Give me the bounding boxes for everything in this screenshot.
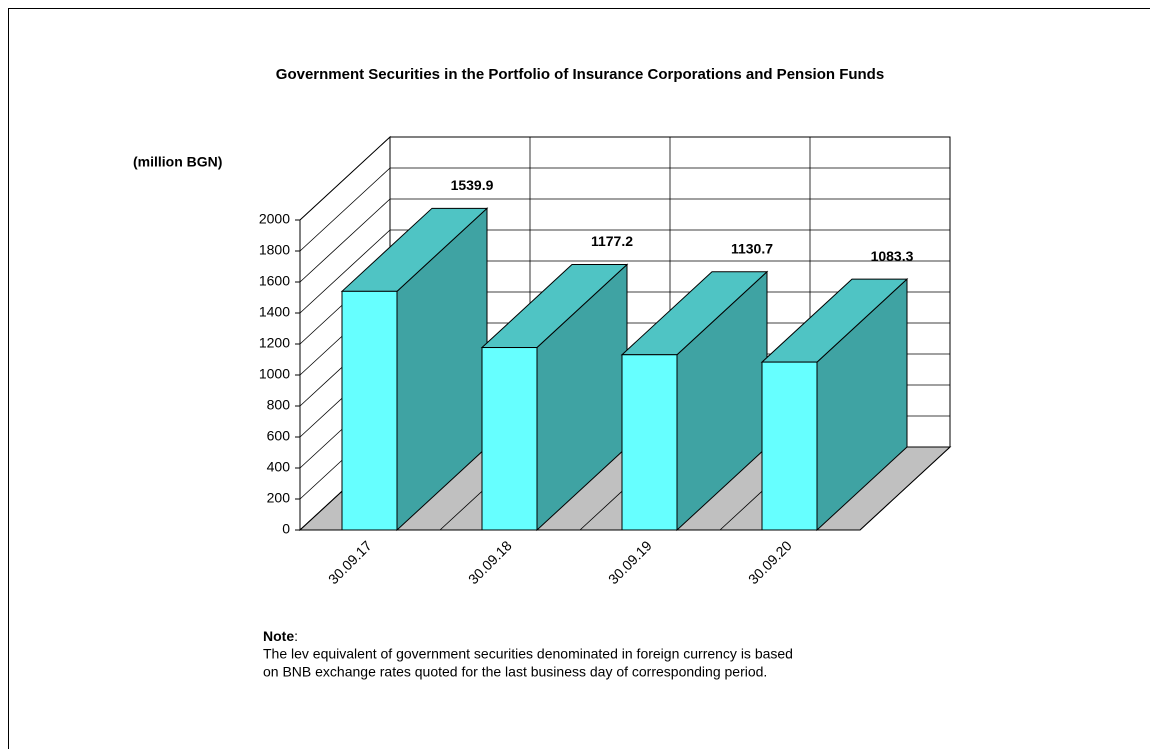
- note-line: on BNB exchange rates quoted for the las…: [263, 664, 767, 680]
- bar: [621, 354, 678, 531]
- floor-divider: [859, 446, 951, 531]
- grid-line: [299, 136, 391, 221]
- y-tick-label: 0: [282, 521, 290, 537]
- data-label: 1083.3: [871, 248, 914, 264]
- data-label: 1177.2: [591, 233, 633, 249]
- chart-title: Government Securities in the Portfolio o…: [276, 66, 884, 83]
- note-heading: Note:: [263, 628, 298, 644]
- bar: [341, 290, 398, 531]
- grid-line: [299, 198, 391, 283]
- note-colon: :: [294, 628, 298, 644]
- data-label: 1539.9: [451, 177, 494, 193]
- y-tick-label: 1800: [259, 242, 290, 258]
- data-label: 1130.7: [731, 240, 773, 256]
- y-axis-label: (million BGN): [133, 154, 222, 170]
- grid-line: [299, 229, 391, 314]
- y-tick-label: 1600: [259, 273, 290, 289]
- y-tick-label: 600: [267, 428, 291, 444]
- bar: [761, 361, 818, 531]
- x-tick-label: 30.09.18: [465, 537, 515, 587]
- y-tick-label: 400: [267, 459, 291, 475]
- note-line: The lev equivalent of government securit…: [263, 646, 793, 662]
- y-tick-label: 1200: [259, 335, 290, 351]
- y-tick-label: 1000: [259, 366, 290, 382]
- y-tick-label: 2000: [259, 211, 290, 227]
- x-tick-label: 30.09.19: [605, 537, 655, 587]
- y-tick-label: 200: [267, 490, 291, 506]
- note-title: Note: [263, 628, 294, 644]
- y-tick-label: 1400: [259, 304, 290, 320]
- y-tick-label: 800: [267, 397, 291, 413]
- bar: [481, 347, 538, 531]
- x-tick-label: 30.09.20: [745, 537, 795, 587]
- x-tick-label: 30.09.17: [325, 537, 375, 587]
- grid-line: [299, 167, 391, 252]
- frame: [8, 8, 1150, 749]
